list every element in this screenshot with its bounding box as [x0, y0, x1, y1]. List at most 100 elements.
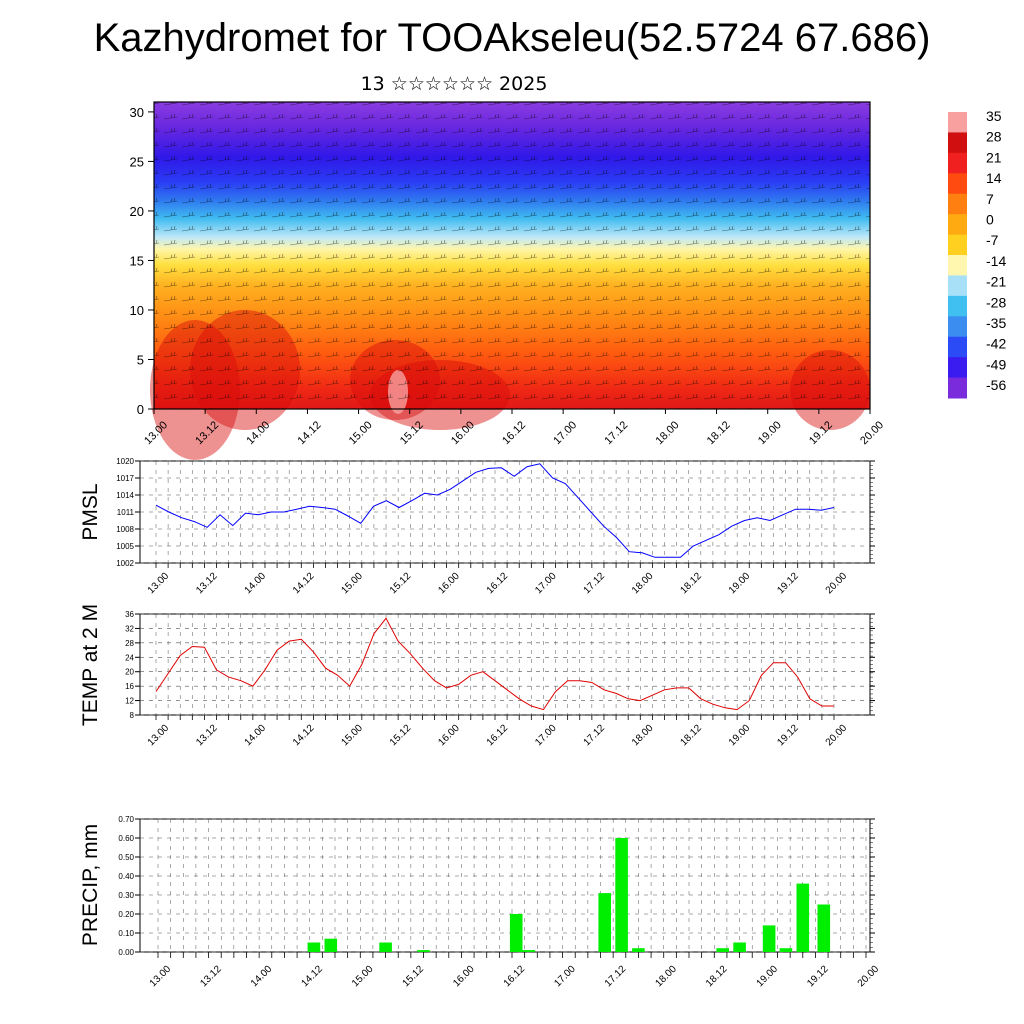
colorbar-label: 28 — [986, 129, 1002, 145]
colorbar-segment — [948, 193, 967, 215]
y-tick-label: 1020 — [116, 457, 134, 466]
y-axis-label: TEMP at 2 M — [79, 604, 102, 726]
x-tick-label: 14.12 — [299, 963, 325, 989]
precip-bar — [733, 942, 746, 952]
plot-frame — [139, 460, 871, 564]
colorbar-segment — [948, 112, 967, 133]
y-tick-label: 15 — [130, 253, 144, 268]
x-tick-label: 16.12 — [500, 419, 528, 447]
x-tick-label: 18.00 — [654, 419, 682, 447]
temperature-line — [155, 617, 834, 711]
colorbar-segment — [948, 357, 967, 379]
precip-panel: 0.00 0.10 0.20 0.30 0.40 0.50 0.60 0.70 13.00 13.… — [79, 815, 882, 989]
colorbar-segment — [948, 173, 967, 195]
y-tick-label: 1011 — [117, 508, 135, 517]
x-tick-label: 20.00 — [824, 722, 850, 748]
x-tick-label: 17.00 — [552, 963, 578, 989]
x-tick-label: 18.12 — [678, 570, 704, 596]
colorbar-label: -42 — [986, 336, 1006, 352]
colorbar-segment — [948, 152, 967, 174]
x-tick-label: 17.00 — [551, 419, 579, 447]
precip-bar — [615, 838, 628, 952]
colorbar: 35 28 21 14 7 0 -7 -14 -21 -28 -35 -42 -49 -56 — [948, 108, 1006, 399]
precip-bar — [779, 948, 793, 952]
x-tick-label: 19.12 — [775, 570, 801, 596]
precip-bar — [762, 925, 776, 952]
precip-bar — [307, 942, 321, 952]
y-axis-label: PRECIP, mm — [79, 824, 102, 946]
x-tick-label: 13.12 — [194, 722, 220, 748]
x-tick-label: 17.00 — [533, 570, 559, 596]
colorbar-label: -35 — [986, 315, 1006, 331]
colorbar-label: 0 — [986, 212, 994, 228]
x-tick-label: 15.12 — [388, 722, 414, 748]
x-tick-label: 16.00 — [436, 570, 462, 596]
y-tick-label: 10 — [130, 303, 144, 318]
colorbar-label: -49 — [986, 356, 1006, 372]
y-tick-label: 0.10 — [118, 929, 134, 938]
y-tick-label: 0.60 — [118, 834, 134, 843]
y-tick-label: 20 — [125, 668, 134, 677]
y-tick-label: 32 — [125, 624, 134, 633]
x-tick-label: 17.12 — [603, 963, 629, 989]
y-tick-label: 0.30 — [118, 891, 134, 900]
x-tick-label: 15.00 — [350, 963, 376, 989]
precip-bar — [817, 904, 831, 952]
colorbar-segment — [948, 255, 967, 276]
wind-barbs-overlay — [154, 102, 870, 409]
precip-bar — [522, 950, 536, 952]
x-tick-label: 13.12 — [198, 963, 224, 989]
x-tick-label: 14.12 — [291, 722, 317, 748]
y-tick-label: 28 — [125, 639, 134, 648]
y-tick-label: 1005 — [116, 542, 134, 551]
x-tick-label: 18.00 — [630, 570, 656, 596]
x-tick-label: 17.00 — [533, 722, 559, 748]
x-tick-label: 16.12 — [485, 570, 511, 596]
y-tick-label: 0.50 — [118, 853, 134, 862]
colorbar-label: -7 — [986, 232, 999, 248]
x-tick-label: 16.00 — [436, 722, 462, 748]
y-tick-label: 0 — [137, 402, 144, 417]
precip-bar — [509, 914, 523, 952]
y-tick-label: 0.40 — [118, 872, 134, 881]
colorbar-label: 35 — [986, 108, 1002, 124]
x-tick-label: 18.12 — [705, 419, 733, 447]
colorbar-label: 21 — [986, 149, 1002, 165]
precip-bar — [716, 948, 729, 952]
x-tick-label: 20.00 — [856, 963, 882, 989]
x-tick-label: 14.12 — [291, 570, 317, 596]
precip-bar — [796, 883, 810, 952]
x-tick-label: 18.12 — [704, 963, 730, 989]
colorbar-segment — [948, 275, 967, 297]
y-tick-label: 0.70 — [118, 815, 134, 824]
y-tick-label: 8 — [130, 711, 135, 720]
y-tick-label: 0.00 — [118, 948, 134, 957]
colorbar-label: -21 — [986, 274, 1006, 290]
x-tick-label: 17.12 — [582, 570, 608, 596]
x-tick-label: 19.00 — [727, 722, 753, 748]
plot-frame — [139, 613, 871, 716]
colorbar-segment — [948, 316, 967, 338]
colorbar-label: -28 — [986, 294, 1006, 310]
y-tick-label: 0.20 — [118, 910, 134, 919]
colorbar-segment — [948, 132, 967, 154]
x-tick-label: 13.00 — [146, 570, 172, 596]
x-tick-label: 15.00 — [339, 570, 365, 596]
x-tick-label: 14.00 — [249, 963, 275, 989]
y-tick-label: 1008 — [116, 525, 134, 534]
x-tick-label: 18.12 — [678, 722, 704, 748]
x-tick-label: 18.00 — [630, 722, 656, 748]
y-tick-label: 1002 — [116, 559, 134, 568]
x-tick-label: 17.12 — [582, 722, 608, 748]
y-tick-label: 12 — [125, 697, 134, 706]
x-tick-label: 16.00 — [451, 963, 477, 989]
precip-bar — [632, 948, 645, 952]
colorbar-label: -56 — [986, 377, 1006, 393]
y-tick-label: 5 — [137, 352, 144, 367]
y-tick-label: 1017 — [116, 474, 134, 483]
x-tick-label: 19.12 — [775, 722, 801, 748]
x-tick-label: 16.12 — [502, 963, 528, 989]
x-tick-label: 17.12 — [602, 419, 630, 447]
